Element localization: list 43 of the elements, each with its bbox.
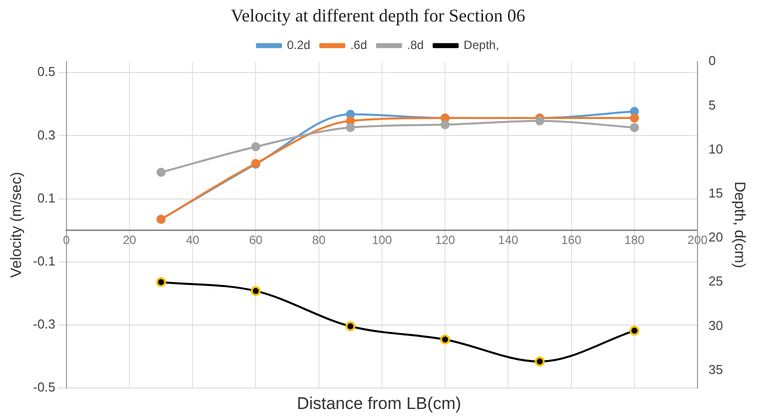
point [630, 123, 639, 132]
y-tick-label: -0.5 [32, 380, 56, 395]
point [630, 114, 639, 123]
point [440, 334, 450, 344]
chart-title: Velocity at different depth for Section 06 [230, 6, 526, 26]
point [156, 168, 166, 177]
point [535, 116, 544, 126]
y2-axis-title: Depth, d(cm) [730, 181, 748, 268]
point [251, 142, 260, 152]
point [534, 356, 545, 367]
y2-tick-label: 0 [708, 53, 716, 68]
x-tick-label: 60 [249, 232, 263, 247]
x-axis-title: Distance from LB(cm) [296, 394, 462, 414]
y2-tick-label: 35 [708, 362, 724, 377]
y2-tick-label: 5 [708, 97, 716, 112]
point [156, 277, 166, 288]
y2-tick-label: 30 [708, 318, 724, 333]
x-tick-label: 40 [186, 232, 200, 247]
x-tick-label: 100 [372, 232, 392, 247]
legend-label: .6d [350, 38, 368, 52]
x-tick-label: 160 [561, 232, 582, 247]
legend-label: 0.2d [286, 38, 310, 52]
y-tick-label: 0.1 [37, 190, 56, 206]
x-tick-label: 80 [312, 232, 326, 247]
point [346, 123, 355, 132]
y2-tick-label: 15 [708, 186, 724, 200]
y-tick-label: 0.3 [37, 127, 56, 142]
x-tick-label: 20 [122, 232, 137, 247]
point [629, 326, 640, 336]
y-axis-title: Velocity (m/sec) [8, 172, 26, 278]
y2-tick-label: 10 [708, 141, 724, 156]
y-tick-label: -0.1 [32, 253, 56, 268]
x-tick-label: 140 [498, 232, 519, 247]
y-tick-label: 0.5 [37, 64, 56, 80]
x-tick-label: 120 [435, 232, 456, 247]
legend-label: .8d [407, 38, 424, 52]
legend-label: Depth, [464, 38, 500, 52]
y-tick-label: -0.3 [32, 316, 56, 332]
x-tick-label: 180 [624, 232, 645, 247]
point [440, 120, 450, 130]
point [345, 321, 356, 332]
y2-tick-label: 25 [708, 274, 724, 289]
point [250, 286, 261, 296]
